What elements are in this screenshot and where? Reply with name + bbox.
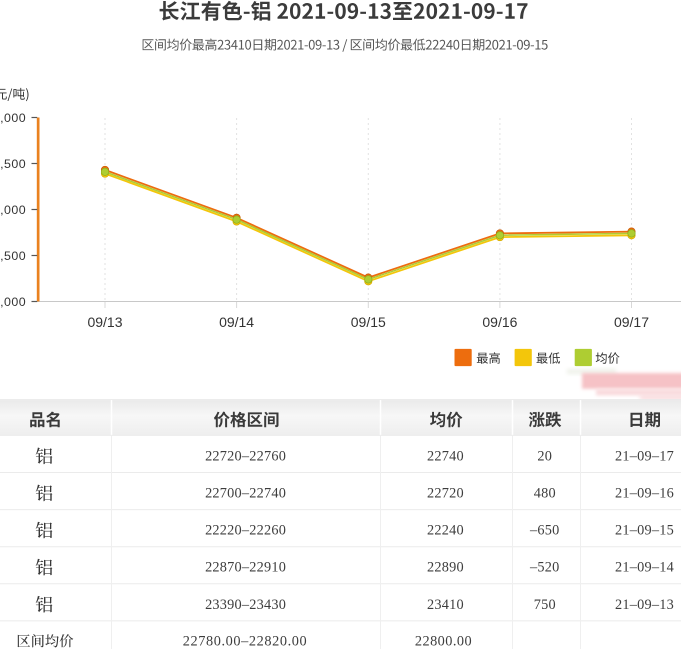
svg-text:23390–23430: 23390–23430 <box>205 597 286 613</box>
svg-text:23,000: 23,000 <box>0 203 26 217</box>
svg-text:22,500: 22,500 <box>0 249 26 263</box>
svg-text:24,000: 24,000 <box>0 111 26 125</box>
svg-text:22720–22760: 22720–22760 <box>205 448 286 464</box>
svg-text:23410: 23410 <box>427 597 464 613</box>
svg-text:21–09–14: 21–09–14 <box>615 560 674 576</box>
svg-text:22800.00: 22800.00 <box>415 633 472 649</box>
svg-text:21–09–15: 21–09–15 <box>615 523 674 539</box>
svg-text:23,500: 23,500 <box>0 157 26 171</box>
svg-text:21–09–16: 21–09–16 <box>615 485 674 501</box>
svg-text:22,000: 22,000 <box>0 295 26 309</box>
svg-text:480: 480 <box>534 485 556 501</box>
svg-text:22890: 22890 <box>427 560 464 576</box>
svg-text:22240: 22240 <box>427 523 464 539</box>
svg-text:09/17: 09/17 <box>614 314 649 330</box>
svg-text:22220–22260: 22220–22260 <box>205 523 286 539</box>
svg-text:22780.00–22820.00: 22780.00–22820.00 <box>183 633 308 649</box>
svg-text:22700–22740: 22700–22740 <box>205 485 286 501</box>
svg-text:09/14: 09/14 <box>219 314 254 330</box>
svg-text:09/13: 09/13 <box>87 314 122 330</box>
svg-text:22870–22910: 22870–22910 <box>205 560 286 576</box>
svg-text:22740: 22740 <box>427 448 464 464</box>
svg-text:22720: 22720 <box>427 485 464 501</box>
svg-text:21–09–17: 21–09–17 <box>615 448 674 464</box>
svg-text:–650: –650 <box>529 523 559 539</box>
svg-text:09/15: 09/15 <box>351 314 386 330</box>
svg-text:20: 20 <box>537 448 552 464</box>
svg-text:–520: –520 <box>529 560 559 576</box>
svg-text:09/16: 09/16 <box>482 314 517 330</box>
svg-text:21–09–13: 21–09–13 <box>615 597 674 613</box>
svg-text:750: 750 <box>534 597 556 613</box>
